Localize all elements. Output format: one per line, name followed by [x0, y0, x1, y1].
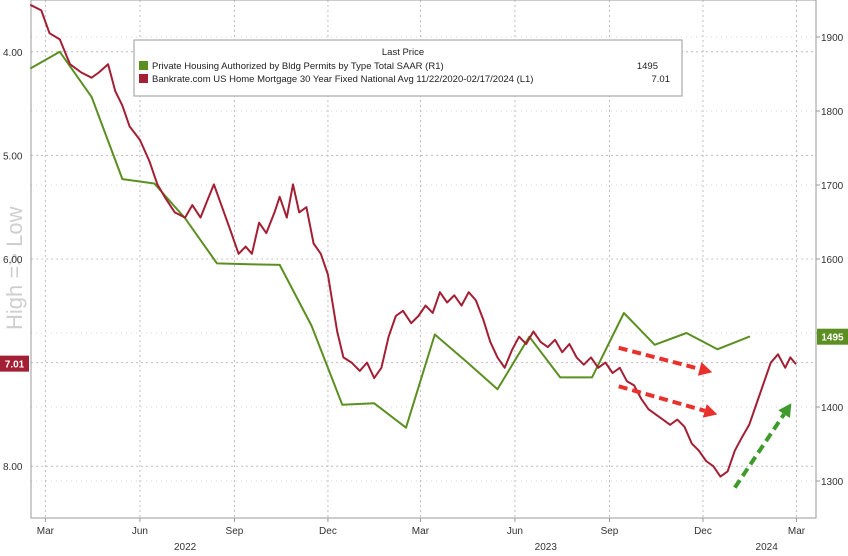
x-axis-month-label: Mar	[412, 526, 430, 537]
left-axis-tick-label: 6.00	[3, 255, 23, 266]
x-axis-month-label: Mar	[37, 526, 55, 537]
right-axis-tick-label: 1700	[821, 181, 844, 192]
x-axis-month-label: Sep	[226, 526, 244, 537]
badge-permits	[817, 328, 848, 345]
x-axis-month-label: Dec	[319, 526, 337, 537]
left-axis-tick-label: 5.00	[3, 151, 23, 162]
legend-header: Last Price	[382, 47, 424, 58]
right-axis-tick-label: 1600	[821, 255, 844, 266]
annotation-layer	[618, 345, 792, 489]
annotation-arrow-head	[702, 404, 718, 418]
x-axis-month-label: Mar	[788, 526, 806, 537]
badge-mortgage	[0, 355, 29, 372]
series-line-mortgage	[30, 4, 797, 478]
x-axis-month-label: Jun	[507, 526, 523, 537]
legend: Last Price Private Housing Authorized by…	[133, 39, 683, 97]
badge-layer: 7.01 1495	[0, 328, 848, 372]
legend-box	[133, 39, 683, 97]
x-axis-year-label: 2023	[535, 542, 558, 553]
legend-value-permits: 1495	[637, 61, 658, 72]
x-axis-year-label: 2022	[174, 542, 197, 553]
annotation-arrow-head	[778, 403, 792, 418]
legend-label-permits: Private Housing Authorized by Bldg Permi…	[152, 61, 444, 72]
x-axis-month-label: Jun	[132, 526, 148, 537]
legend-label-mortgage: Bankrate.com US Home Mortgage 30 Year Fi…	[152, 74, 533, 85]
x-axis: Mar Jun Sep Dec Mar Jun Sep Dec Mar 2022 2023 2024	[37, 518, 806, 553]
badge-label-permits: 1495	[821, 333, 844, 344]
annotation-arrow-shaft	[733, 412, 786, 489]
series-line-permits	[30, 50, 751, 429]
legend-swatch-permits	[139, 61, 148, 70]
left-axis-tick-label: 8.00	[3, 462, 23, 473]
x-axis-month-label: Sep	[601, 526, 619, 537]
legend-value-mortgage: 7.01	[652, 74, 671, 85]
right-axis-tick-label: 1800	[821, 107, 844, 118]
side-label: High => Low	[2, 206, 27, 330]
series-layer	[30, 4, 797, 478]
legend-swatch-mortgage	[139, 74, 148, 83]
badge-label-mortgage: 7.01	[5, 360, 25, 371]
annotation-arrow-head	[697, 362, 713, 376]
right-axis-tick-label: 1900	[821, 33, 844, 44]
annotation-arrow-shaft	[618, 384, 706, 413]
x-axis-year-label: 2024	[756, 542, 779, 553]
left-axis-tick-label: 4.00	[3, 48, 23, 59]
right-axis-tick-label: 1400	[821, 403, 844, 414]
x-axis-month-label: Dec	[694, 526, 712, 537]
right-axis-tick-label: 1300	[821, 477, 844, 488]
